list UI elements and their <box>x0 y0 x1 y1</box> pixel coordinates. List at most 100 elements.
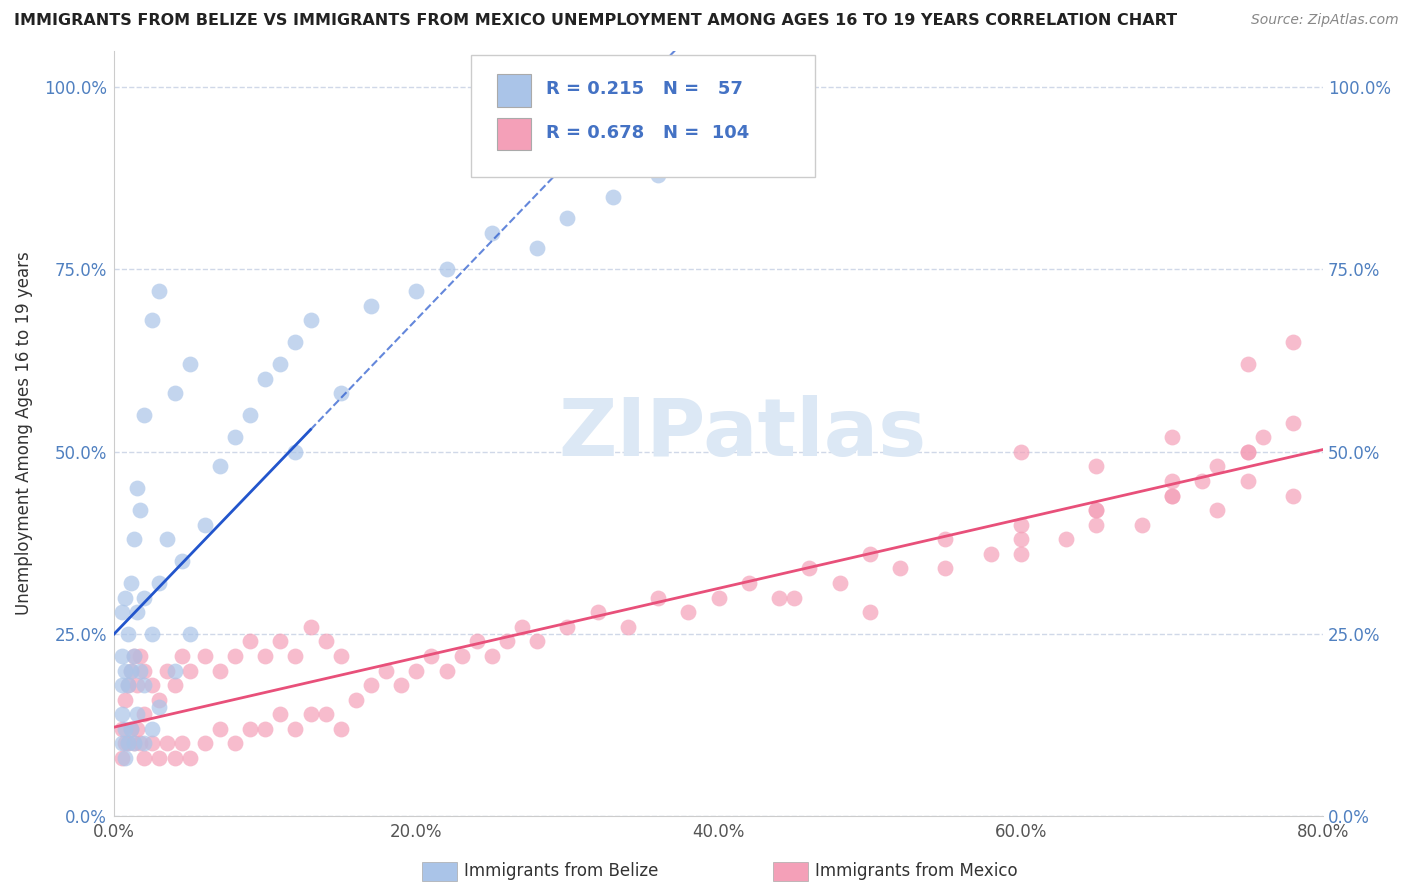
Text: Immigrants from Mexico: Immigrants from Mexico <box>815 863 1018 880</box>
Point <box>110 707 132 722</box>
Point <box>208 722 231 736</box>
Point <box>239 409 262 423</box>
Point <box>768 591 790 605</box>
Point <box>117 627 139 641</box>
Point <box>110 722 132 736</box>
Point <box>647 168 669 182</box>
Point <box>128 664 150 678</box>
Point <box>170 648 193 663</box>
Point <box>114 736 136 750</box>
Point <box>1085 503 1108 517</box>
Point <box>163 751 186 765</box>
Point <box>110 648 132 663</box>
Point <box>117 736 139 750</box>
Point <box>299 313 322 327</box>
Point <box>799 561 821 575</box>
Point <box>269 707 291 722</box>
Point <box>284 335 307 350</box>
Point <box>481 648 503 663</box>
Point <box>1236 474 1258 488</box>
Point <box>375 664 398 678</box>
Point <box>239 722 262 736</box>
Point <box>125 481 148 495</box>
Point <box>1206 503 1229 517</box>
Text: Immigrants from Belize: Immigrants from Belize <box>464 863 658 880</box>
Point <box>120 722 142 736</box>
Point <box>1161 474 1184 488</box>
Point <box>134 751 156 765</box>
Point <box>1236 357 1258 371</box>
Point <box>360 299 382 313</box>
Point <box>1161 430 1184 444</box>
Point <box>239 634 262 648</box>
Point <box>557 620 579 634</box>
Point <box>1251 430 1274 444</box>
Point <box>120 664 142 678</box>
Point <box>148 692 170 706</box>
Point <box>344 692 367 706</box>
Point <box>120 576 142 591</box>
Point <box>224 430 246 444</box>
Point <box>194 648 217 663</box>
Point <box>1085 503 1108 517</box>
Point <box>828 576 851 591</box>
Point <box>526 634 548 648</box>
Point <box>1236 444 1258 458</box>
Point <box>436 262 458 277</box>
Point <box>208 459 231 474</box>
Point <box>405 664 427 678</box>
Point <box>678 605 700 619</box>
Point <box>889 561 911 575</box>
Point <box>360 678 382 692</box>
Point <box>114 692 136 706</box>
Point <box>1161 489 1184 503</box>
Point <box>1010 547 1032 561</box>
Point <box>110 736 132 750</box>
Point <box>1085 517 1108 532</box>
Point <box>114 751 136 765</box>
Point <box>122 736 145 750</box>
Point <box>783 591 806 605</box>
Point <box>125 707 148 722</box>
Point <box>114 591 136 605</box>
Point <box>284 648 307 663</box>
Point <box>1010 517 1032 532</box>
Point <box>1236 444 1258 458</box>
Point <box>134 409 156 423</box>
Point <box>179 664 201 678</box>
Point <box>179 357 201 371</box>
Point <box>134 664 156 678</box>
Point <box>1130 517 1153 532</box>
Point <box>194 736 217 750</box>
Point <box>170 554 193 568</box>
Point <box>120 664 142 678</box>
Point <box>148 576 170 591</box>
Point <box>141 736 163 750</box>
Point <box>1010 444 1032 458</box>
Point <box>120 722 142 736</box>
Point <box>1010 533 1032 547</box>
Point <box>148 285 170 299</box>
Point <box>170 736 193 750</box>
FancyBboxPatch shape <box>471 54 815 177</box>
Point <box>526 241 548 255</box>
Point <box>299 707 322 722</box>
FancyBboxPatch shape <box>498 74 531 106</box>
Point <box>156 736 179 750</box>
Point <box>284 722 307 736</box>
Point <box>859 605 882 619</box>
Point <box>859 547 882 561</box>
Point <box>122 736 145 750</box>
Point <box>208 664 231 678</box>
Point <box>148 751 170 765</box>
Point <box>1191 474 1213 488</box>
Point <box>128 503 150 517</box>
Point <box>117 678 139 692</box>
Point <box>148 700 170 714</box>
Point <box>647 591 669 605</box>
Point <box>110 678 132 692</box>
Point <box>465 634 488 648</box>
Point <box>156 533 179 547</box>
Point <box>125 678 148 692</box>
Point <box>1282 335 1305 350</box>
